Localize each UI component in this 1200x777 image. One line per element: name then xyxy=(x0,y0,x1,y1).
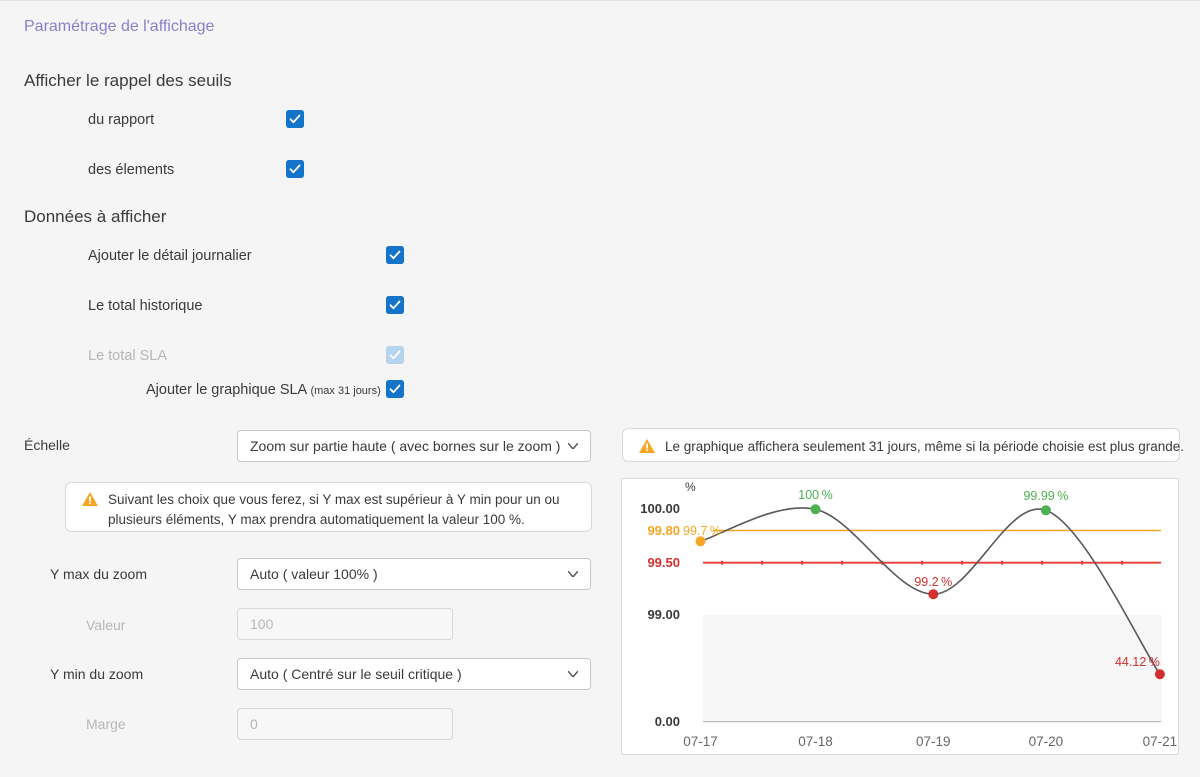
svg-text:100.00: 100.00 xyxy=(640,501,680,516)
svg-text:99.00: 99.00 xyxy=(647,607,680,622)
svg-text:99.2 %: 99.2 % xyxy=(914,575,952,589)
svg-text:99.99 %: 99.99 % xyxy=(1023,489,1068,503)
svg-text:99.80: 99.80 xyxy=(647,523,680,538)
svg-text:0.00: 0.00 xyxy=(655,714,680,729)
svg-text:44.12 %: 44.12 % xyxy=(1115,655,1160,669)
svg-text:07-19: 07-19 xyxy=(916,734,951,749)
svg-text:07-18: 07-18 xyxy=(798,734,833,749)
svg-text:07-17: 07-17 xyxy=(683,734,718,749)
svg-text:99.50: 99.50 xyxy=(647,555,680,570)
svg-text:07-21: 07-21 xyxy=(1143,734,1178,749)
svg-text:07-20: 07-20 xyxy=(1029,734,1064,749)
svg-text:%: % xyxy=(685,480,696,494)
svg-text:99.7 %: 99.7 % xyxy=(683,524,721,538)
svg-text:100 %: 100 % xyxy=(798,488,832,502)
